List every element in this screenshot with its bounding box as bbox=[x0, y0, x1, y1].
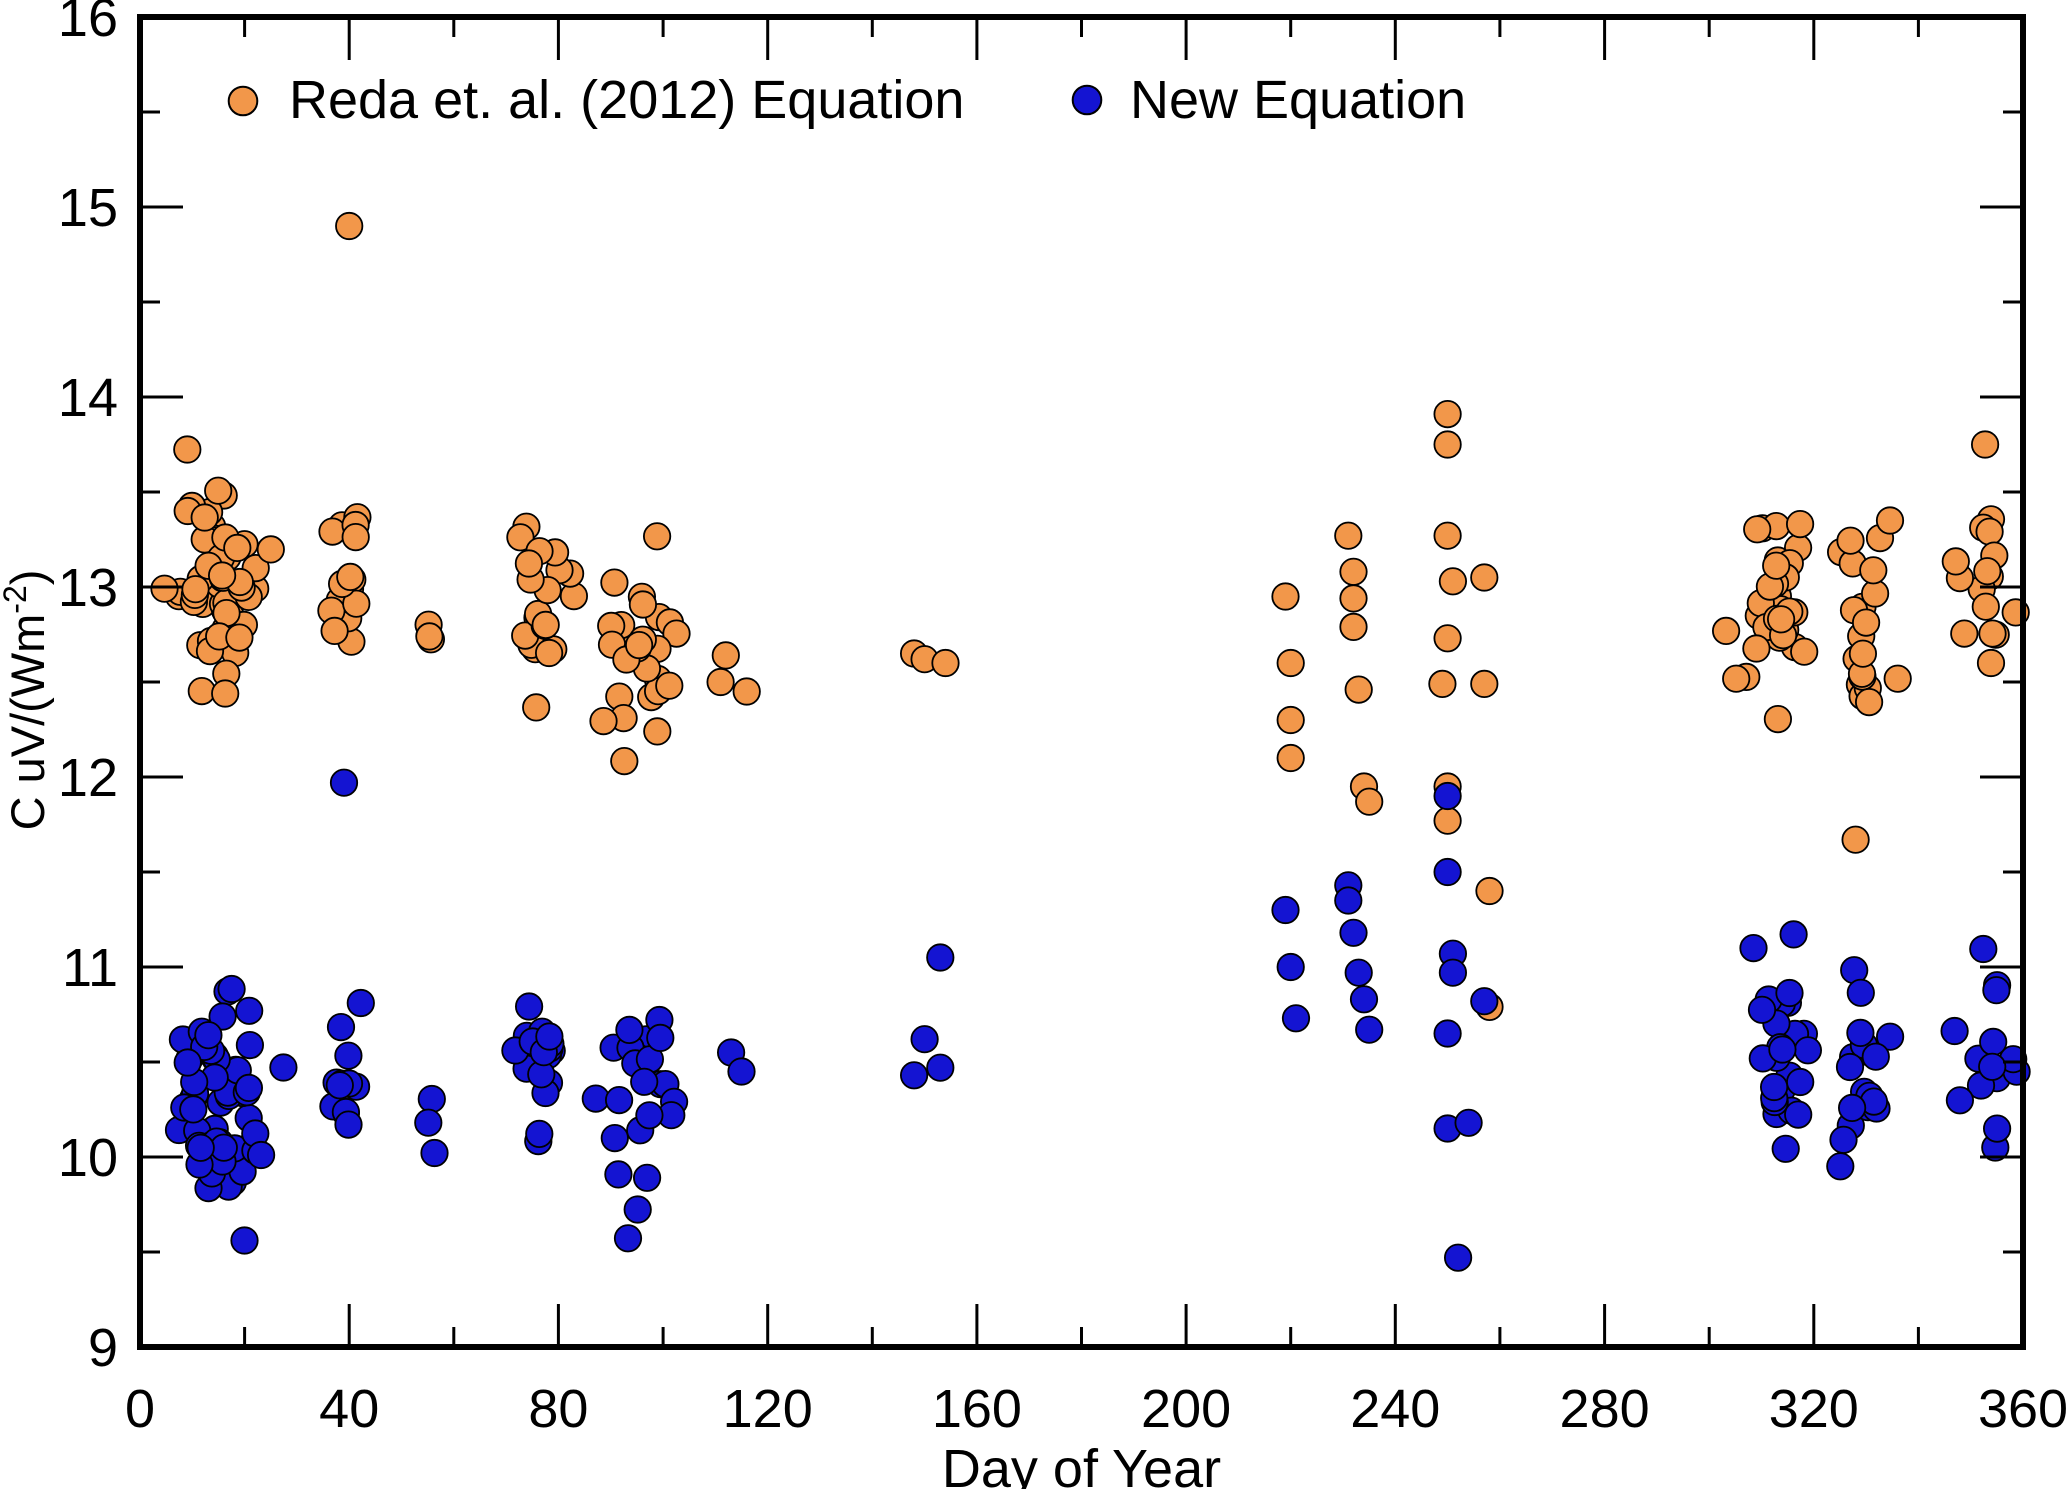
svg-text:10: 10 bbox=[58, 1128, 118, 1188]
svg-text:Reda et. al. (2012) Equation: Reda et. al. (2012) Equation bbox=[289, 70, 964, 130]
svg-text:Day of Year: Day of Year bbox=[942, 1439, 1221, 1489]
svg-text:280: 280 bbox=[1560, 1379, 1650, 1439]
svg-text:360: 360 bbox=[1978, 1379, 2067, 1439]
svg-text:13: 13 bbox=[58, 558, 118, 618]
svg-text:14: 14 bbox=[58, 368, 118, 428]
svg-text:320: 320 bbox=[1769, 1379, 1859, 1439]
svg-text:16: 16 bbox=[58, 0, 118, 48]
svg-text:11: 11 bbox=[62, 938, 118, 998]
svg-text:12: 12 bbox=[58, 748, 118, 808]
svg-text:80: 80 bbox=[528, 1379, 588, 1439]
svg-text:9: 9 bbox=[88, 1318, 118, 1378]
svg-text:New Equation: New Equation bbox=[1130, 70, 1466, 130]
svg-text:15: 15 bbox=[58, 178, 118, 238]
svg-text:0: 0 bbox=[125, 1379, 155, 1439]
svg-text:240: 240 bbox=[1350, 1379, 1440, 1439]
svg-text:120: 120 bbox=[723, 1379, 813, 1439]
svg-text:160: 160 bbox=[932, 1379, 1022, 1439]
svg-text:200: 200 bbox=[1141, 1379, 1231, 1439]
svg-text:40: 40 bbox=[319, 1379, 379, 1439]
